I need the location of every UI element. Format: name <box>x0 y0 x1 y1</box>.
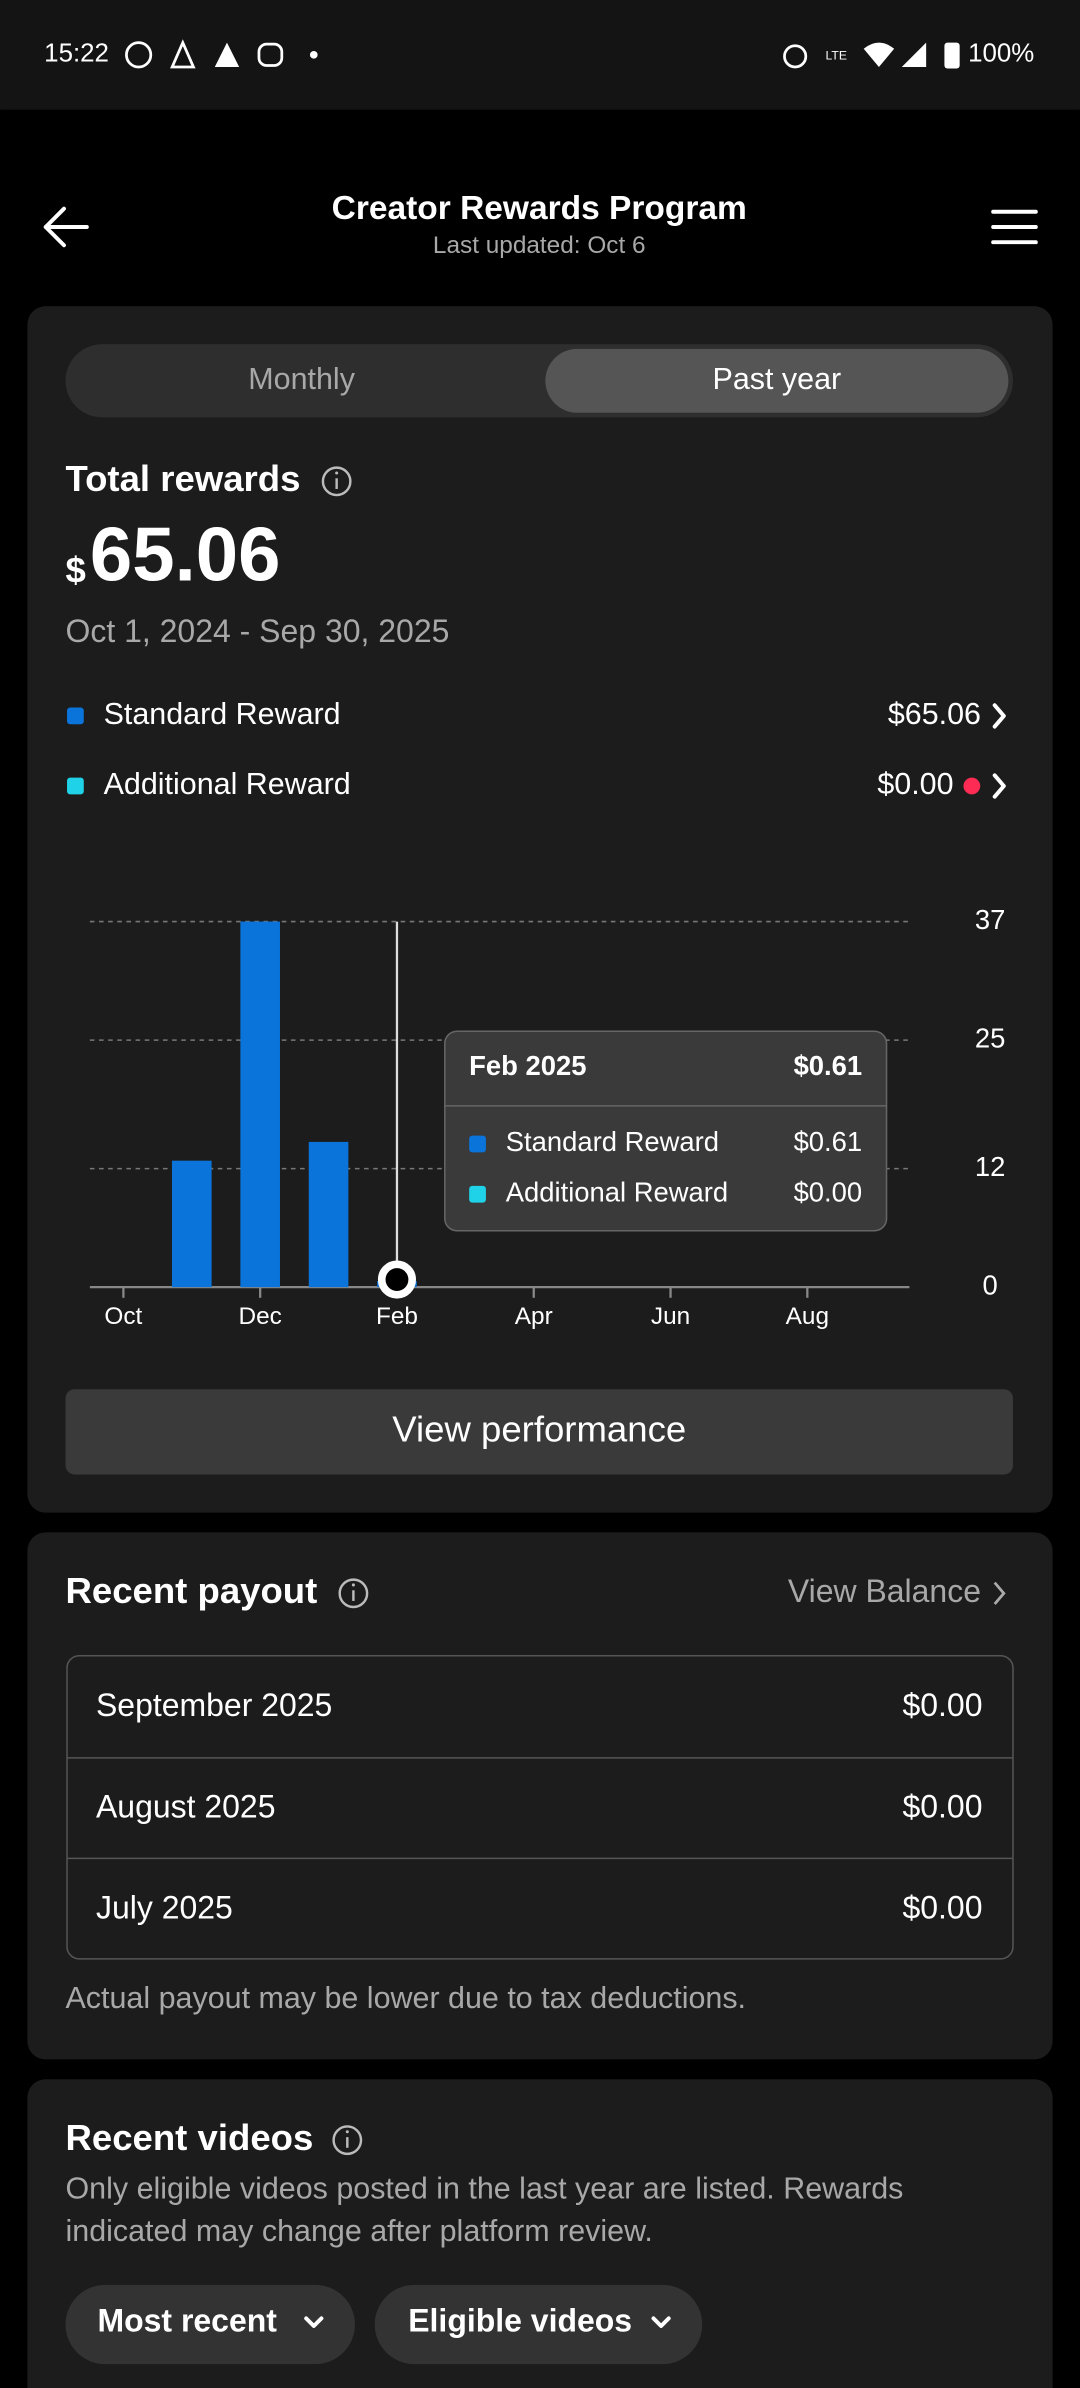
bar <box>240 921 280 1288</box>
menu-button[interactable] <box>991 209 1038 245</box>
info-icon[interactable] <box>332 2125 363 2156</box>
legend-label: Additional Reward <box>104 767 351 801</box>
battery-level: 100% <box>968 40 1034 68</box>
hover-point <box>377 1260 417 1299</box>
y-tick-label: 37 <box>975 904 1005 935</box>
payout-card <box>27 1532 1053 2060</box>
x-tick-label: Apr <box>515 1303 553 1330</box>
tooltip-swatch <box>469 1185 486 1203</box>
notification-dot <box>963 777 981 795</box>
legend-swatch <box>67 707 84 725</box>
payout-amount: $0.00 <box>903 1687 983 1723</box>
payout-month: July 2025 <box>96 1890 233 1926</box>
description: indicated may change after platform revi… <box>66 2214 653 2248</box>
status-bar <box>0 0 1080 110</box>
chevron[interactable] <box>992 703 1006 729</box>
view-performance-button[interactable] <box>65 1389 1013 1475</box>
tab[interactable]: Monthly <box>248 362 355 396</box>
svg-text:LTE: LTE <box>826 49 847 63</box>
dropdown-chevron[interactable] <box>304 2316 324 2328</box>
tooltip-total: $0.61 <box>794 1050 863 1081</box>
total-label: Total rewards <box>66 458 301 499</box>
selected-tab <box>545 348 1009 413</box>
description: Only eligible videos posted in the last … <box>66 2171 904 2205</box>
total-amount: 65.06 <box>90 513 281 598</box>
tab[interactable]: Past year <box>713 362 842 396</box>
payout-amount: $0.00 <box>903 1788 983 1824</box>
x-tick-label: Oct <box>104 1303 142 1330</box>
tooltip-swatch <box>469 1135 486 1153</box>
back-button[interactable] <box>43 206 89 248</box>
breakdown-value[interactable]: $65.06 <box>888 697 981 731</box>
page-title: Creator Rewards Program <box>332 190 747 227</box>
filter-pill[interactable] <box>374 2284 703 2365</box>
button-label[interactable]: View performance <box>392 1409 686 1450</box>
y-tick-label: 0 <box>982 1269 997 1300</box>
filter-label[interactable]: Most recent <box>97 2302 277 2338</box>
dropdown-chevron[interactable] <box>651 2316 671 2328</box>
view-balance-link[interactable]: View Balance <box>788 1573 981 1609</box>
tooltip-value: $0.61 <box>794 1126 863 1157</box>
tooltip-label: Additional Reward <box>506 1176 728 1207</box>
breakdown-value[interactable]: $0.00 <box>877 767 953 801</box>
status-icons: LTE <box>125 39 960 69</box>
currency-symbol: $ <box>66 549 86 590</box>
page-subtitle: Last updated: Oct 6 <box>433 232 646 259</box>
y-tick-label: 25 <box>975 1022 1005 1053</box>
x-tick-label: Jun <box>651 1303 690 1330</box>
payout-month: September 2025 <box>96 1687 332 1723</box>
total-period: Oct 1, 2024 - Sep 30, 2025 <box>66 613 450 649</box>
info-icon[interactable] <box>321 466 352 497</box>
bar <box>308 1141 349 1288</box>
x-tick-label: Feb <box>376 1303 418 1330</box>
chevron[interactable] <box>993 1581 1006 1605</box>
payout-note: Actual payout may be lower due to tax de… <box>66 1981 747 2015</box>
legend-label: Standard Reward <box>104 697 341 731</box>
section-title: Recent videos <box>66 2117 314 2158</box>
rewards-chart: 0 12 25 37 Oct Dec Feb Apr Jun Aug <box>89 904 1005 1330</box>
legend-swatch <box>67 777 84 795</box>
info-icon[interactable] <box>338 1578 369 1609</box>
bar <box>171 1160 212 1288</box>
tooltip-value: $0.00 <box>794 1176 863 1207</box>
filter-pill[interactable] <box>65 2284 355 2365</box>
filter-label[interactable]: Eligible videos <box>408 2302 632 2338</box>
chevron[interactable] <box>992 773 1006 799</box>
payout-month: August 2025 <box>96 1788 276 1824</box>
x-tick-label: Dec <box>239 1303 282 1330</box>
payout-amount: $0.00 <box>903 1890 983 1926</box>
status-time: 15:22 <box>44 40 109 68</box>
tooltip-label: Standard Reward <box>506 1126 719 1157</box>
section-title: Recent payout <box>66 1570 318 1611</box>
y-tick-label: 12 <box>975 1151 1005 1182</box>
x-tick-label: Aug <box>786 1303 829 1330</box>
tooltip-title: Feb 2025 <box>469 1050 586 1081</box>
payout-table <box>66 1655 1014 1960</box>
chart-tooltip: Feb 2025 $0.61 $0.61 $0.00 Standard Rewa… <box>444 1030 888 1232</box>
